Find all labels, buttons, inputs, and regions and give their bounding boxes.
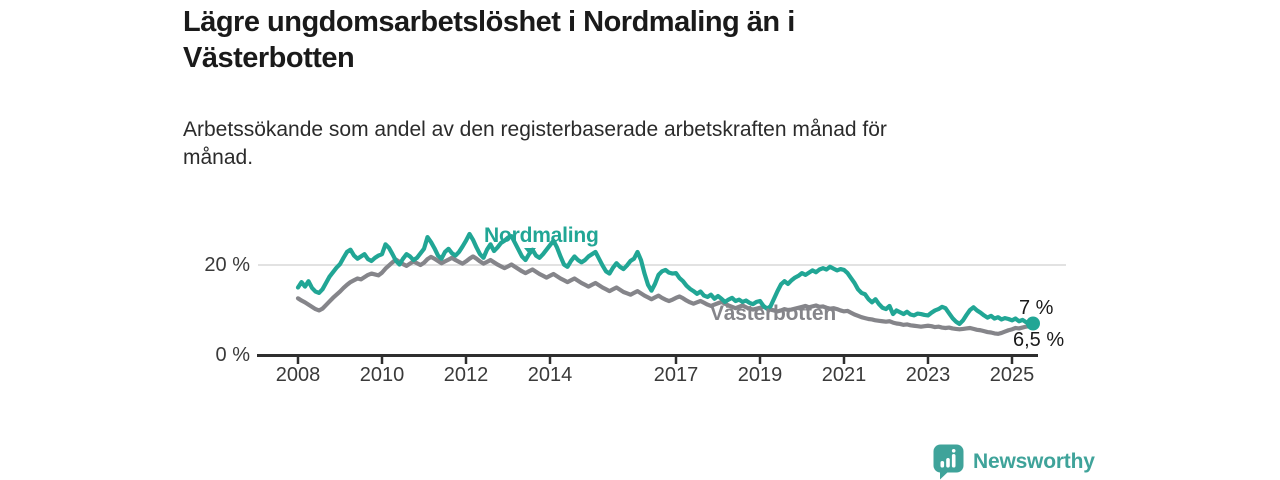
y-axis-tick-label-0: 0 % <box>215 344 250 366</box>
end-value-label-nordmaling: 7 % <box>1019 297 1054 319</box>
x-axis-tick-label-2017: 2017 <box>653 364 699 386</box>
nordmaling-label-pointer-icon <box>524 248 536 255</box>
x-axis-tick-label-2021: 2021 <box>821 364 867 386</box>
x-axis-tick-label-2010: 2010 <box>359 364 405 386</box>
newsworthy-logo[interactable]: Newsworthy <box>933 444 1095 480</box>
x-axis-tick-label-2012: 2012 <box>443 364 489 386</box>
series-label-vasterbotten: Västerbotten <box>710 302 836 325</box>
y-axis-tick-label-20: 20 % <box>204 254 250 276</box>
series-line-nordmaling <box>295 231 1036 327</box>
newsworthy-logo-icon <box>933 444 964 480</box>
x-axis-tick-label-2019: 2019 <box>737 364 783 386</box>
page-title: Lägre ungdomsarbetslöshet i Nordmaling ä… <box>183 4 983 76</box>
series-label-nordmaling: Nordmaling <box>484 224 599 247</box>
x-axis-tick-label-2014: 2014 <box>527 364 573 386</box>
title-line-2: Västerbotten <box>183 42 355 74</box>
subtitle-line-1: Arbetssökande som andel av den registerb… <box>183 118 887 141</box>
title-line-1: Lägre ungdomsarbetslöshet i Nordmaling ä… <box>183 6 795 38</box>
series-line-västerbotten <box>295 254 1036 336</box>
series-end-dot-nordmaling <box>1026 316 1040 331</box>
newsworthy-logo-text: Newsworthy <box>973 450 1095 473</box>
subtitle-line-2: månad. <box>183 146 254 169</box>
x-axis-tick-label-2008: 2008 <box>275 364 321 386</box>
x-axis-tick-label-2023: 2023 <box>905 364 951 386</box>
end-value-label-vasterbotten: 6,5 % <box>1013 329 1065 351</box>
x-axis-tick-label-2025: 2025 <box>989 364 1035 386</box>
